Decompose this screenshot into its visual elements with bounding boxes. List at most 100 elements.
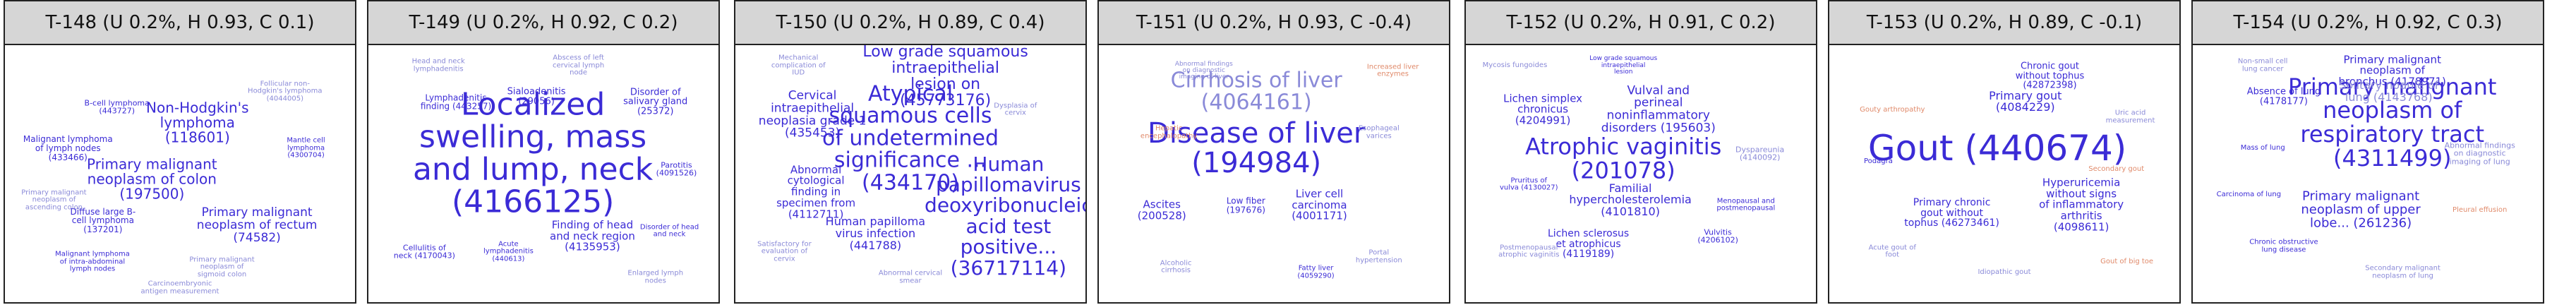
panel-title: T-154 (U 0.2%, H 0.92, C 0.3)	[2193, 1, 2543, 45]
cloud-term: Head and neck lymphadenitis	[411, 57, 465, 73]
cloud-term: Familial hypercholesterolemia (4101810)	[1569, 181, 1692, 218]
word-cloud: Localized swelling, mass and lump, neck …	[368, 45, 718, 302]
cloud-term: Hyperuricemia without signs of inflammat…	[2039, 176, 2124, 234]
cloud-term: Disorder of head and neck	[639, 223, 699, 239]
cloud-term: Postmenopausal atrophic vaginitis	[1498, 244, 1560, 259]
panel-title: T-151 (U 0.2%, H 0.93, C -0.4)	[1099, 1, 1449, 45]
panel-title: T-149 (U 0.2%, H 0.92, C 0.2)	[368, 1, 718, 45]
cloud-term: Enlarged lymph nodes	[627, 269, 684, 285]
cloud-term: Satisfactory for evaluation of cervix	[757, 240, 812, 263]
cloud-term: Atrophic vaginitis (201078)	[1525, 133, 1722, 184]
cloud-term: Primary malignant neoplasm of bronchus (…	[2338, 52, 2446, 88]
cloud-term: Esophageal varices	[1358, 124, 1400, 140]
panel-title: T-152 (U 0.2%, H 0.91, C 0.2)	[1466, 1, 1816, 45]
cloud-term: Pleural effusion	[2452, 205, 2508, 214]
cloud-term: Localized swelling, mass and lump, neck …	[412, 86, 654, 220]
topic-panel: T-152 (U 0.2%, H 0.91, C 0.2) Atrophic va…	[1464, 0, 1817, 304]
cloud-term: Primary malignant neoplasm of respirator…	[2288, 73, 2497, 172]
cloud-term: Human papillomavirus deoxyribonucleic ac…	[925, 152, 1085, 280]
topic-panel: T-151 (U 0.2%, H 0.93, C -0.4) Cirrhosis …	[1097, 0, 1450, 304]
cloud-term: Mantle cell lymphoma (4300704)	[287, 136, 325, 160]
cloud-term: Lichen simplex chronicus (4204991)	[1503, 91, 1583, 127]
cloud-term: Follicular non- Hodgkin's lymphoma (4044…	[248, 80, 323, 103]
cloud-term: Cellulitis of neck (4170043)	[393, 243, 455, 261]
cloud-term: Dyspareunia (4140092)	[1735, 145, 1785, 162]
topic-panel: T-153 (U 0.2%, H 0.89, C -0.1) Gout (4406…	[1828, 0, 2181, 304]
word-cloud: Gout (440674) Primary gout (4084229) Chron…	[1829, 45, 2179, 302]
cloud-term: Acute gout of foot	[1868, 244, 1916, 259]
cloud-term: Secondary malignant neoplasm of lung	[2365, 264, 2440, 280]
cloud-term: Solitary nodule of lung (4143768)	[2339, 78, 2439, 104]
cloud-term: Carcinoembryonic antigen measurement	[140, 280, 219, 296]
cloud-term: Portal hypertension	[1355, 249, 1402, 265]
topic-panel: T-154 (U 0.2%, H 0.92, C 0.3) Primary mal…	[2191, 0, 2544, 304]
panel-title: T-153 (U 0.2%, H 0.89, C -0.1)	[1829, 1, 2179, 45]
cloud-term: Primary malignant neoplasm of rectum (74…	[196, 205, 318, 246]
cloud-term: Gout of big toe	[2100, 258, 2154, 266]
cloud-term: Abnormal cervical smear	[878, 269, 943, 285]
cloud-term: Vulvitis (4206102)	[1697, 227, 1738, 245]
cloud-term: Primary malignant neoplasm of colon (197…	[86, 155, 217, 203]
cloud-term: Cervical intraepithelial neoplasia grade…	[758, 88, 867, 140]
cloud-term: Gout (440674)	[1867, 128, 2127, 169]
cloud-term: Lichen sclerosus et atrophicus (4119189)	[1548, 227, 1630, 261]
panel-title: T-150 (U 0.2%, H 0.89, C 0.4)	[735, 1, 1085, 45]
cloud-term: Primary malignant neoplasm of ascending …	[21, 188, 87, 211]
cloud-term: Disease of liver (194984)	[1148, 117, 1366, 180]
panel-title: T-148 (U 0.2%, H 0.93, C 0.1)	[5, 1, 355, 45]
cloud-term: Abnormal findings on diagnostic imaging …	[2444, 140, 2515, 167]
cloud-term: Liver cell carcinoma (4001171)	[1292, 187, 1347, 222]
cloud-term: Parotitis (4091526)	[656, 160, 697, 178]
cloud-term: Cirrhosis of liver (4064161)	[1170, 68, 1342, 115]
cloud-term: Primary gout (4084229)	[1989, 88, 2062, 114]
cloud-term: Abscess of left cervical lymph node	[553, 54, 605, 77]
cloud-term: B-cell lymphoma (443727)	[84, 98, 150, 116]
cloud-term: Mycosis fungoides	[1482, 61, 1548, 70]
cloud-term: Ascites (200528)	[1137, 198, 1186, 222]
cloud-term: Alcoholic cirrhosis	[1160, 259, 1192, 275]
cloud-term: Abnormal cytological finding in specimen…	[776, 163, 856, 221]
cloud-term: Diffuse large B- cell lymphoma (137201)	[70, 206, 136, 235]
cloud-term: Low grade squamous intraepithelial lesio…	[862, 45, 1028, 109]
word-cloud: Atrophic vaginitis (201078) Vulval and pe…	[1466, 45, 1816, 302]
cloud-term: Sialoadenitis (29056)	[507, 86, 566, 107]
topic-panel: T-149 (U 0.2%, H 0.92, C 0.2) Localized s…	[367, 0, 720, 304]
cloud-term: Non-Hodgkin's lymphoma (118601)	[146, 99, 249, 146]
cloud-term: Chronic obstructive lung disease	[2249, 238, 2318, 254]
cloud-term: Malignant lymphoma of intra-abdominal ly…	[55, 250, 130, 273]
cloud-term: Vulval and perineal noninflammatory diso…	[1601, 83, 1716, 136]
cloud-term: Secondary gout	[2088, 165, 2145, 173]
cloud-term: Carcinoma of lung	[2216, 191, 2282, 199]
cloud-term: Podagra	[1864, 157, 1893, 165]
cloud-term: Primary malignant neoplasm of sigmoid co…	[189, 256, 255, 278]
cloud-term: Chronic gout without tophus (42872398)	[2015, 61, 2085, 91]
cloud-term: Abnormal findings on diagnostic imaging …	[1174, 60, 1233, 81]
cloud-term: Gouty arthropathy	[1860, 105, 1925, 114]
cloud-term: Low fiber (197676)	[1226, 196, 1265, 215]
cloud-term: Increased liver enzymes	[1366, 63, 1419, 78]
word-cloud: Cirrhosis of liver (4064161) Disease of l…	[1099, 45, 1449, 302]
cloud-term: Lymphadenitis finding (443257)	[420, 92, 492, 112]
cloud-term: Uric acid measurement	[2105, 109, 2155, 125]
cloud-term: Primary chronic gout without tophus (462…	[1904, 196, 1999, 229]
cloud-term: Absence of lung (4178177)	[2246, 86, 2321, 107]
cloud-term: Finding of head and neck region (4135953…	[550, 218, 635, 253]
cloud-term: Hepatic encephalopathy	[1140, 124, 1198, 140]
cloud-term: Mass of lung	[2240, 144, 2285, 152]
cloud-term: Pruritus of vulva (4130027)	[1499, 177, 1558, 192]
cloud-term: Acute lymphadenitis (440613)	[483, 240, 534, 263]
word-cloud: Primary malignant neoplasm of respirator…	[2193, 45, 2543, 302]
cloud-term: Fatty liver (4059290)	[1297, 264, 1335, 280]
cloud-term: Low grade squamous intraepithelial lesio…	[1589, 55, 1658, 76]
cloud-term: Primary malignant neoplasm of upper lobe…	[2301, 189, 2421, 231]
cloud-term: Idiopathic gout	[1978, 268, 2031, 276]
cloud-term: Disorder of salivary gland (25372)	[623, 87, 688, 117]
topic-panel: T-150 (U 0.2%, H 0.89, C 0.4) Low grade s…	[734, 0, 1087, 304]
topic-panel: T-148 (U 0.2%, H 0.93, C 0.1) Non-Hodgkin…	[4, 0, 356, 304]
cloud-term: Mechanical complication of IUD	[771, 54, 826, 77]
word-cloud: Low grade squamous intraepithelial lesio…	[735, 45, 1085, 302]
cloud-term: Atypical squamous cells of undetermined …	[821, 81, 999, 195]
cloud-term: Non-small cell lung cancer	[2237, 57, 2288, 73]
cloud-term: Dysplasia of cervix	[994, 102, 1037, 117]
cloud-term: Malignant lymphoma of lymph nodes (43346…	[23, 134, 113, 162]
